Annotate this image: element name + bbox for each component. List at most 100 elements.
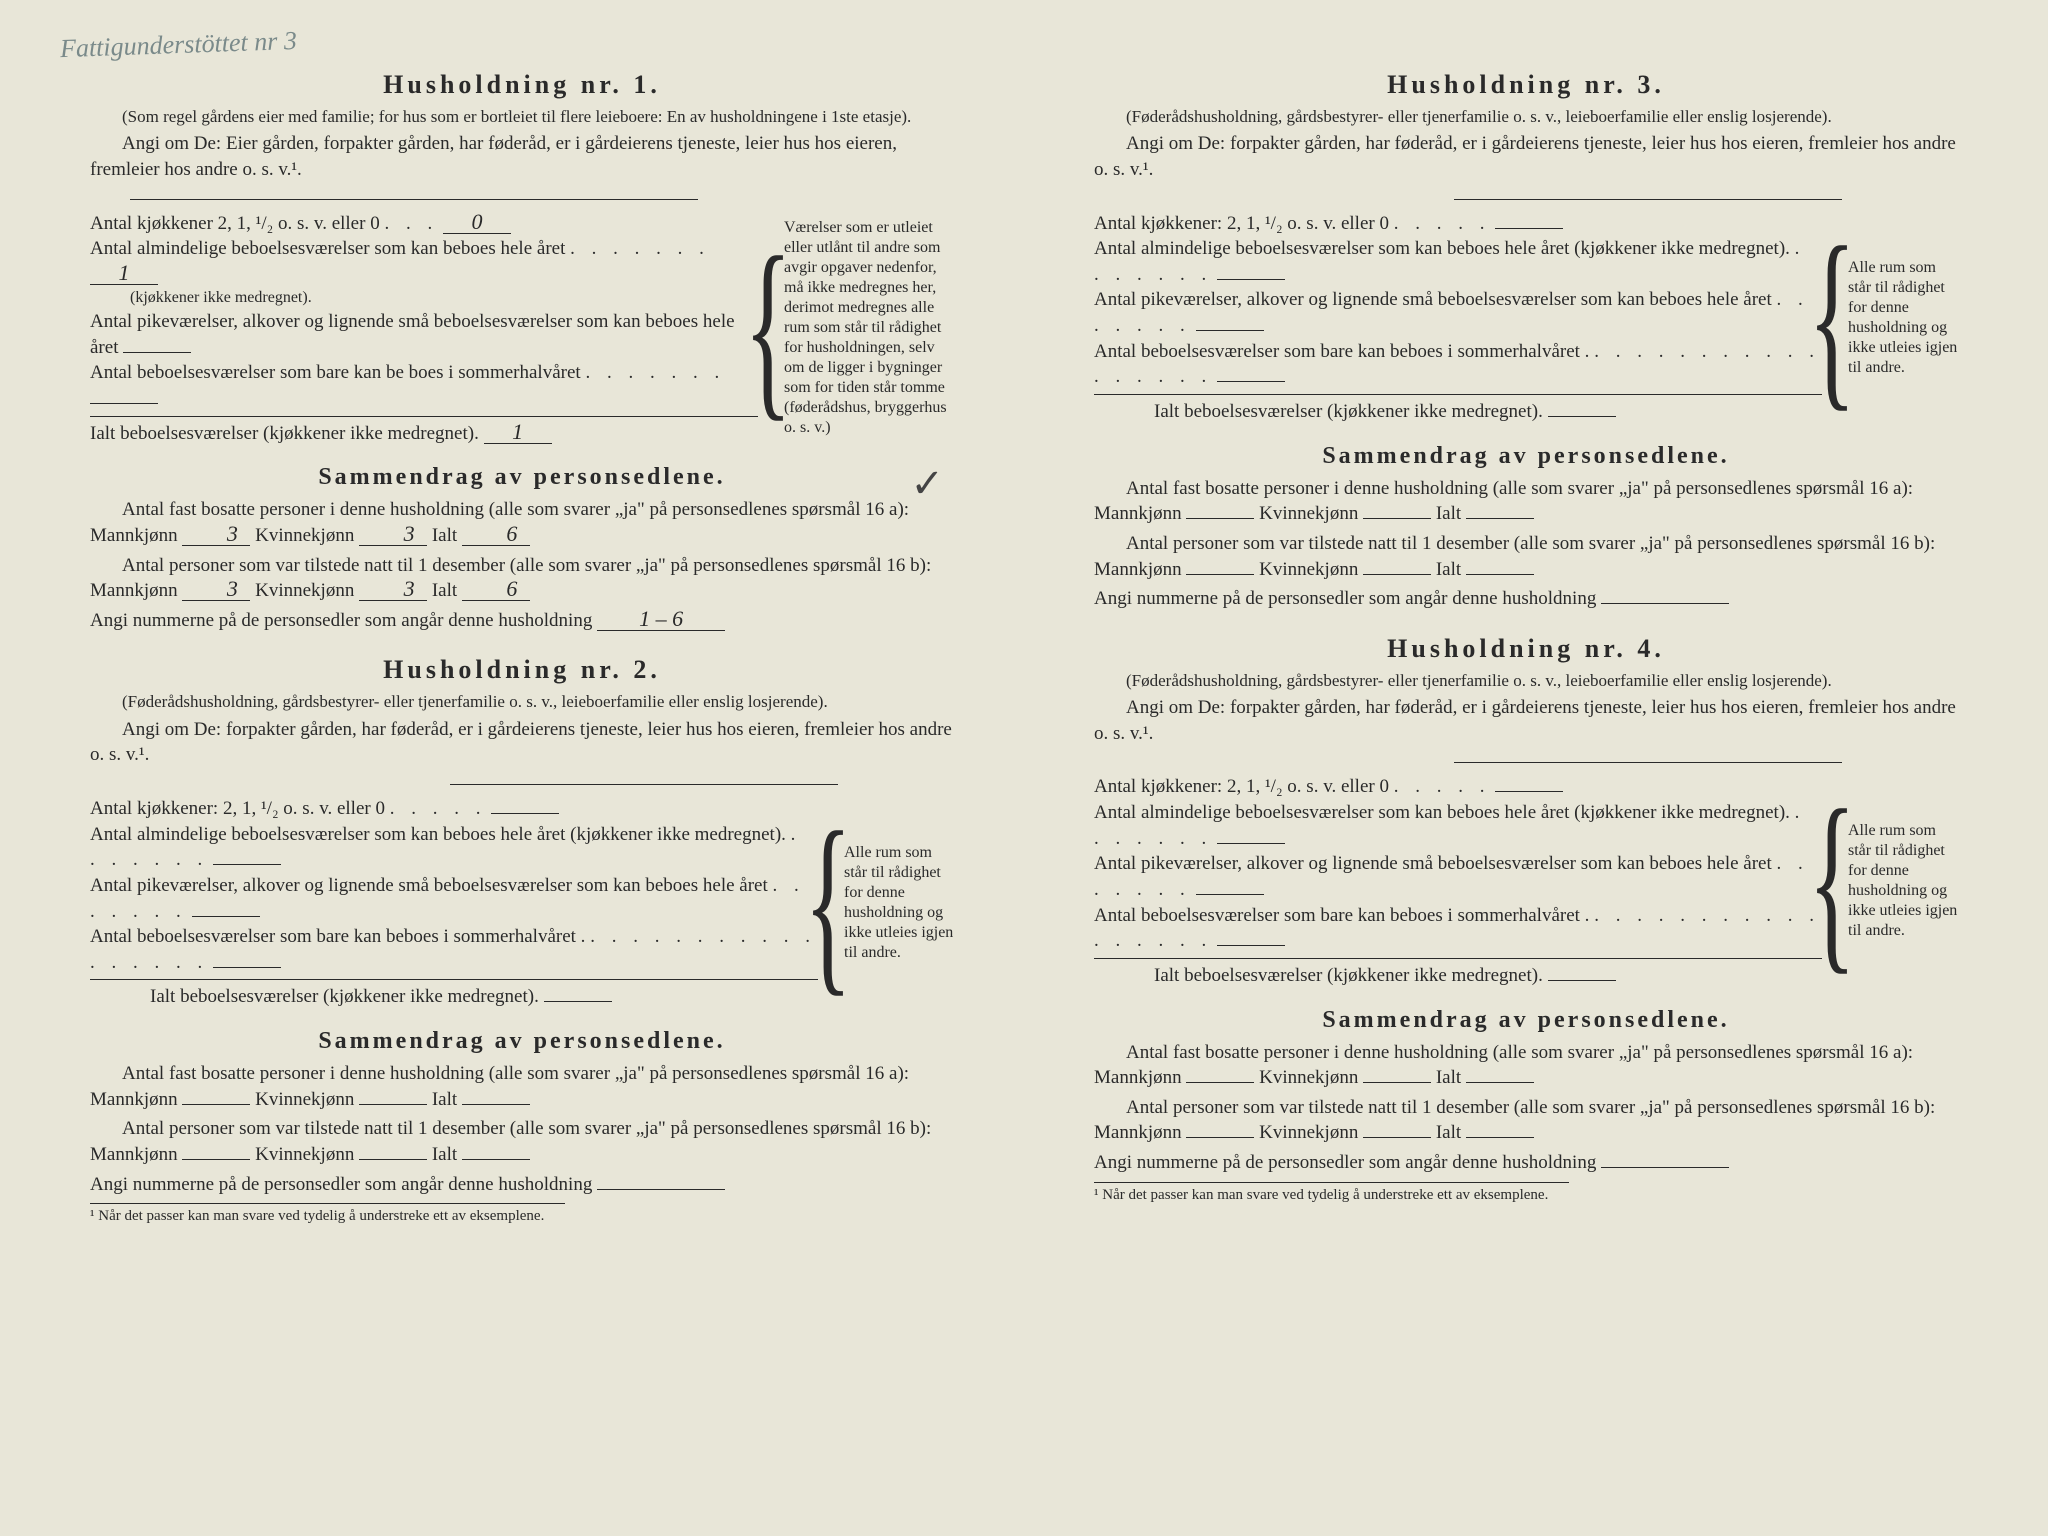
- ialt-line-1: Ialt beboelsesværelser (kjøkkener ikke m…: [90, 421, 758, 447]
- pike-val-1: [123, 352, 191, 353]
- sammen-title-1: Sammendrag av personsedlene.: [90, 464, 954, 491]
- angi-4-fill: [1454, 762, 1842, 763]
- fast-line-4: Antal fast bosatte personer i denne hush…: [1094, 1040, 1958, 1091]
- sammen-title-3: Sammendrag av personsedlene.: [1094, 443, 1958, 470]
- handwritten-annotation: Fattigunderstöttet nr 3: [60, 26, 298, 64]
- tilst-line-4: Antal personer som var tilstede natt til…: [1094, 1095, 1958, 1146]
- ialt-label-1: Ialt beboelsesværelser (kjøkkener ikke m…: [90, 423, 479, 444]
- angi-1: Angi om De: Eier gården, forpakter gårde…: [90, 131, 954, 182]
- sidenote-2: Alle rum som står til rådighet for denne…: [838, 796, 954, 1010]
- sidenote-4: Alle rum som står til rådighet for denne…: [1842, 774, 1958, 988]
- fast-line-1: Antal fast bosatte personer i denne hush…: [90, 497, 954, 548]
- sommer-val-3: [1217, 381, 1285, 382]
- ialt-label-3: Ialt beboelsesværelser (kjøkkener ikke m…: [1154, 401, 1543, 422]
- brace-3: {: [1827, 211, 1837, 425]
- kvinne-label: Kvinnekjønn: [255, 1089, 354, 1110]
- sommer-line-4: Antal beboelsesværelser som bare kan beb…: [1094, 903, 1822, 954]
- note-1: (Som regel gårdens eier med familie; for…: [90, 106, 954, 127]
- kitchen-val-2: [491, 813, 559, 814]
- ialt-label-2: Ialt beboelsesværelser (kjøkkener ikke m…: [150, 986, 539, 1007]
- divider: [90, 979, 818, 980]
- tilst-line-2: Antal personer som var tilstede natt til…: [90, 1116, 954, 1167]
- alm-label-1: Antal almindelige beboelsesværelser som …: [90, 238, 565, 259]
- checkmark-annotation: ✓: [910, 460, 944, 507]
- angi-1-fill: [130, 199, 698, 200]
- numm-val-4: [1601, 1167, 1729, 1168]
- tilst-m-4: [1186, 1137, 1254, 1138]
- ialt-line-2: Ialt beboelsesværelser (kjøkkener ikke m…: [90, 984, 818, 1010]
- dots: . . . . . . .: [570, 238, 710, 259]
- ialt-label: Ialt: [432, 1089, 457, 1110]
- pike-val-2: [192, 916, 260, 917]
- kitchen-val-3: [1495, 228, 1563, 229]
- sommer-val-1: [90, 403, 158, 404]
- note-2: (Føderådshusholdning, gårdsbestyrer- ell…: [90, 691, 954, 712]
- pike-line-1: Antal pikeværelser, alkover og lignende …: [90, 309, 758, 360]
- note-3: (Føderådshusholdning, gårdsbestyrer- ell…: [1094, 106, 1958, 127]
- pike-label-4: Antal pikeværelser, alkover og lignende …: [1094, 853, 1772, 874]
- ialt-line-4: Ialt beboelsesværelser (kjøkkener ikke m…: [1094, 963, 1822, 989]
- brace-4: {: [1827, 774, 1837, 988]
- alm-sub-1: (kjøkkener ikke medregnet).: [90, 287, 758, 309]
- ialt-val-4: [1548, 980, 1616, 981]
- alm-line-3: Antal almindelige beboelsesværelser som …: [1094, 236, 1822, 287]
- tilst-m-2: [182, 1159, 250, 1160]
- fast-m-3: [1186, 518, 1254, 519]
- angi-2-fill: [450, 784, 838, 785]
- sommer-val-4: [1217, 945, 1285, 946]
- fast-text-2: Antal fast bosatte personer i denne hush…: [90, 1063, 909, 1110]
- tilst-k-2: [359, 1159, 427, 1160]
- kitchen-val-1: 0: [443, 211, 511, 234]
- fast-m-1: 3: [182, 523, 250, 546]
- ialt-label: Ialt: [1436, 1067, 1461, 1088]
- numm-line-4: Angi nummerne på de personsedler som ang…: [1094, 1150, 1958, 1176]
- fast-i-1: 6: [462, 523, 530, 546]
- tilst-m-3: [1186, 574, 1254, 575]
- tilst-line-3: Antal personer som var tilstede natt til…: [1094, 531, 1958, 582]
- ialt-label: Ialt: [432, 580, 457, 601]
- fast-i-3: [1466, 518, 1534, 519]
- alm-val-1: 1: [90, 262, 158, 285]
- sommer-line-3: Antal beboelsesværelser som bare kan beb…: [1094, 339, 1822, 390]
- numm-line-1: Angi nummerne på de personsedler som ang…: [90, 608, 954, 634]
- numm-label-4: Angi nummerne på de personsedler som ang…: [1094, 1152, 1596, 1173]
- tilst-text-2: Antal personer som var tilstede natt til…: [90, 1118, 931, 1165]
- fast-k-4: [1363, 1082, 1431, 1083]
- divider: [90, 416, 758, 417]
- pike-line-2: Antal pikeværelser, alkover og lignende …: [90, 873, 818, 924]
- fast-text-3: Antal fast bosatte personer i denne hush…: [1094, 478, 1913, 525]
- tilst-k-3: [1363, 574, 1431, 575]
- numm-val-3: [1601, 603, 1729, 604]
- section-title-4: Husholdning nr. 4.: [1094, 634, 1958, 664]
- ialt-val-1: 1: [484, 421, 552, 444]
- numm-label-1: Angi nummerne på de personsedler som ang…: [90, 610, 592, 631]
- kitchen-line-3: Antal kjøkkener: 2, 1, ¹/₂ o. s. v. elle…: [1094, 211, 1822, 237]
- fast-text-4: Antal fast bosatte personer i denne hush…: [1094, 1042, 1913, 1089]
- kvinne-label: Kvinnekjønn: [255, 580, 354, 601]
- ialt-line-3: Ialt beboelsesværelser (kjøkkener ikke m…: [1094, 399, 1822, 425]
- kvinne-label: Kvinnekjønn: [1259, 1122, 1358, 1143]
- kitchen-val-4: [1495, 791, 1563, 792]
- numm-line-2: Angi nummerne på de personsedler som ang…: [90, 1172, 954, 1198]
- footnote-left: ¹ Når det passer kan man svare ved tydel…: [90, 1203, 565, 1225]
- alm-label-3: Antal almindelige beboelsesværelser som …: [1094, 238, 1790, 259]
- alm-val-2: [213, 864, 281, 865]
- right-page: Husholdning nr. 3. (Føderådshusholdning,…: [1024, 0, 2048, 1536]
- tilst-text-3: Antal personer som var tilstede natt til…: [1094, 533, 1935, 580]
- kitchen-line-1: Antal kjøkkener 2, 1, ¹/₂ o. s. v. eller…: [90, 211, 758, 237]
- kvinne-label: Kvinnekjønn: [255, 525, 354, 546]
- dots: . . .: [384, 213, 438, 234]
- sommer-val-2: [213, 967, 281, 968]
- kvinne-label: Kvinnekjønn: [1259, 1067, 1358, 1088]
- note-4: (Føderådshusholdning, gårdsbestyrer- ell…: [1094, 670, 1958, 691]
- tilst-i-2: [462, 1159, 530, 1160]
- kitchen-line-4: Antal kjøkkener: 2, 1, ¹/₂ o. s. v. elle…: [1094, 774, 1822, 800]
- kvinne-label: Kvinnekjønn: [1259, 503, 1358, 524]
- pike-val-4: [1196, 894, 1264, 895]
- pike-line-3: Antal pikeværelser, alkover og lignende …: [1094, 287, 1822, 338]
- sommer-label-3: Antal beboelsesværelser som bare kan beb…: [1094, 341, 1589, 362]
- angi-3: Angi om De: forpakter gården, har føderå…: [1094, 131, 1958, 182]
- fast-line-2: Antal fast bosatte personer i denne hush…: [90, 1061, 954, 1112]
- dots: . . . . . . .: [585, 362, 725, 383]
- tilst-m-1: 3: [182, 578, 250, 601]
